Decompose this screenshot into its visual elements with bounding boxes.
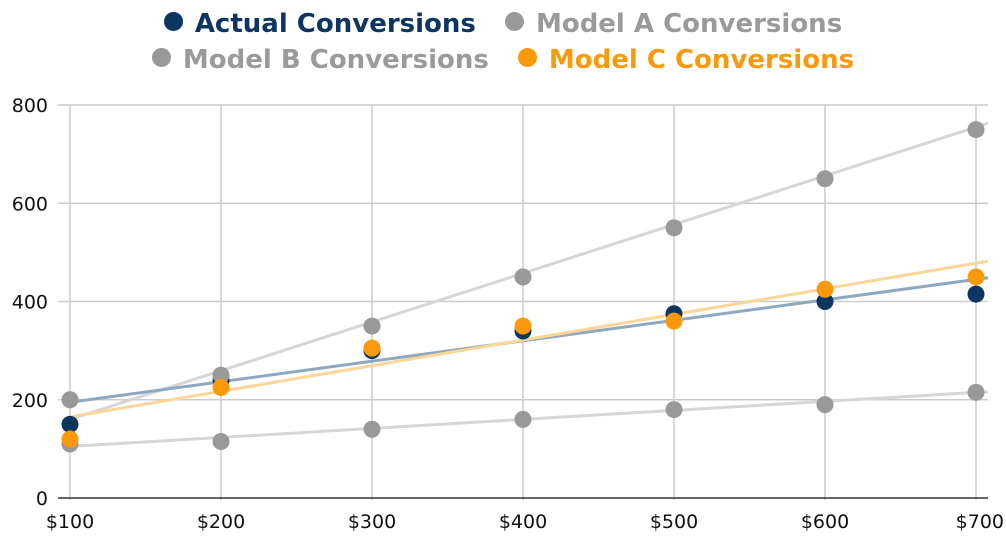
data-point-model-c-conversions <box>816 280 834 298</box>
trendline-model-c-conversions <box>69 259 989 419</box>
x-tick-label: $300 <box>348 511 396 533</box>
data-point-actual-conversions <box>967 285 985 303</box>
data-point-model-a-conversions <box>514 268 532 286</box>
legend-label: Model C Conversions <box>548 45 855 75</box>
grid <box>58 104 988 500</box>
legend-dot-icon <box>151 48 171 67</box>
y-tick-label: 600 <box>12 193 48 215</box>
legend-row-2: Model B Conversions Model C Conversions <box>0 42 1006 78</box>
x-tick-label: $700 <box>956 511 1004 533</box>
data-point-model-c-conversions <box>61 430 79 448</box>
legend-label: Model A Conversions <box>535 9 843 39</box>
legend-item-model-a[interactable]: Model A Conversions <box>504 6 843 42</box>
legend-label: Actual Conversions <box>194 9 476 39</box>
data-point-model-a-conversions <box>665 219 683 237</box>
y-tick-label: 0 <box>36 488 48 510</box>
data-point-model-a-conversions <box>816 170 834 188</box>
data-point-model-a-conversions <box>363 317 381 335</box>
axes: 0 200 400 600 800 $100 $200 $300 $400 $500 $600 $70… <box>12 95 1004 533</box>
x-tick-label: $500 <box>650 511 698 533</box>
x-tick-label: $100 <box>46 511 94 533</box>
data-point-model-b-conversions <box>212 433 230 451</box>
legend-dot-icon <box>163 12 183 31</box>
data-point-model-a-conversions <box>967 121 985 139</box>
x-tick-label: $600 <box>801 511 849 533</box>
data-point-model-c-conversions <box>967 268 985 286</box>
data-point-model-b-conversions <box>363 420 381 438</box>
legend-item-model-c[interactable]: Model C Conversions <box>517 42 855 78</box>
data-point-model-a-conversions <box>212 366 230 384</box>
data-point-model-c-conversions <box>212 378 230 396</box>
legend-label: Model B Conversions <box>182 45 489 75</box>
legend-dot-icon <box>517 48 537 67</box>
legend: Actual Conversions Model A Conversions M… <box>0 6 1006 78</box>
trendlines <box>69 121 989 448</box>
y-tick-label: 800 <box>12 95 48 117</box>
data-point-model-c-conversions <box>665 312 683 330</box>
legend-dot-icon <box>504 12 524 31</box>
data-point-model-c-conversions <box>363 339 381 357</box>
data-point-model-a-conversions <box>61 391 79 409</box>
y-tick-label: 400 <box>12 292 48 314</box>
x-tick-label: $400 <box>499 511 547 533</box>
data-point-model-b-conversions <box>665 401 683 419</box>
data-point-actual-conversions <box>816 293 834 310</box>
data-point-actual-conversions <box>61 415 79 433</box>
legend-item-actual[interactable]: Actual Conversions <box>163 6 476 42</box>
y-tick-label: 200 <box>12 390 48 412</box>
legend-item-model-b[interactable]: Model B Conversions <box>151 42 489 78</box>
data-point-model-b-conversions <box>967 383 985 401</box>
data-point-model-c-conversions <box>514 317 532 335</box>
data-points <box>61 121 985 453</box>
data-point-model-b-conversions <box>816 396 834 414</box>
legend-row-1: Actual Conversions Model A Conversions <box>0 6 1006 42</box>
data-point-model-b-conversions <box>514 410 532 428</box>
x-tick-label: $200 <box>197 511 245 533</box>
